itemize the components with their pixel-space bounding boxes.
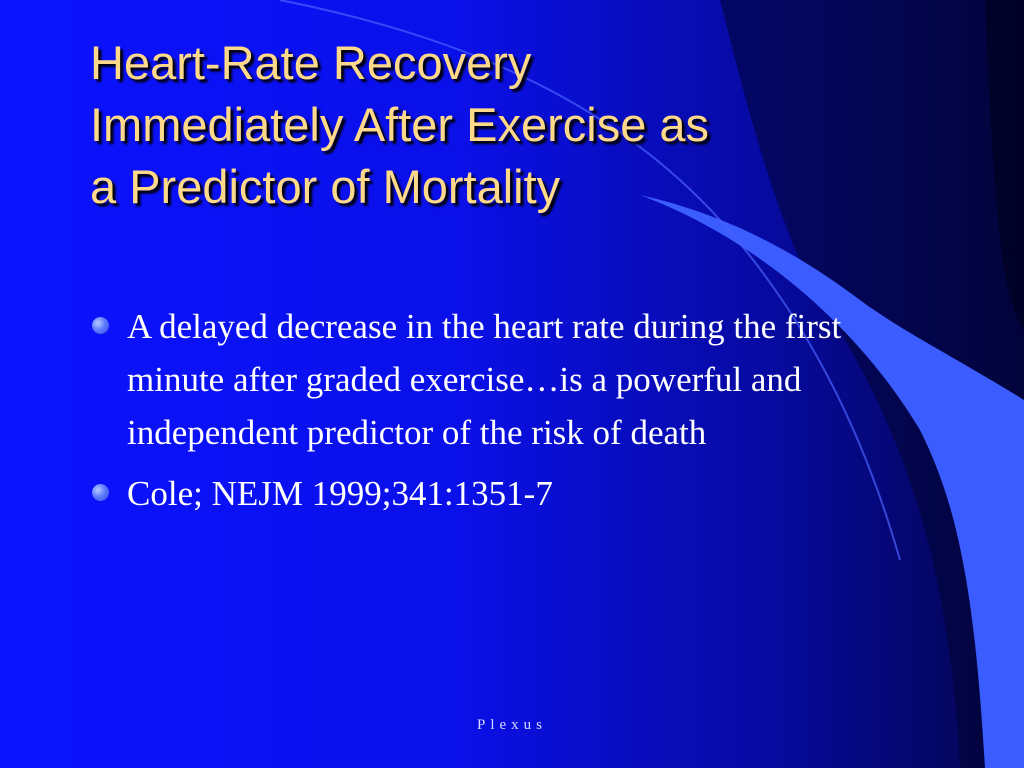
edge-dark-stripe: [985, 0, 1024, 330]
title-line: Immediately After Exercise as: [90, 98, 710, 151]
slide-footer: Plexus: [476, 717, 547, 733]
bullet-text: Cole; NEJM 1999;341:1351-7: [127, 474, 553, 513]
slide-title: Heart-Rate Recovery Immediately After Ex…: [90, 32, 970, 218]
thin-arc-line: [279, 0, 901, 561]
bullet-icon: [92, 317, 109, 334]
blue-swoosh-shape: [640, 195, 1024, 768]
bullet-icon: [92, 484, 109, 501]
title-line: Heart-Rate Recovery: [90, 36, 532, 89]
bullet-list: A delayed decrease in the heart rate dur…: [90, 300, 890, 528]
dark-corner-shape: [720, 0, 1024, 768]
bullet-item: A delayed decrease in the heart rate dur…: [90, 300, 890, 459]
bullet-item: Cole; NEJM 1999;341:1351-7: [90, 467, 890, 520]
title-line: a Predictor of Mortality: [90, 160, 561, 213]
bullet-text: A delayed decrease in the heart rate dur…: [127, 307, 842, 452]
